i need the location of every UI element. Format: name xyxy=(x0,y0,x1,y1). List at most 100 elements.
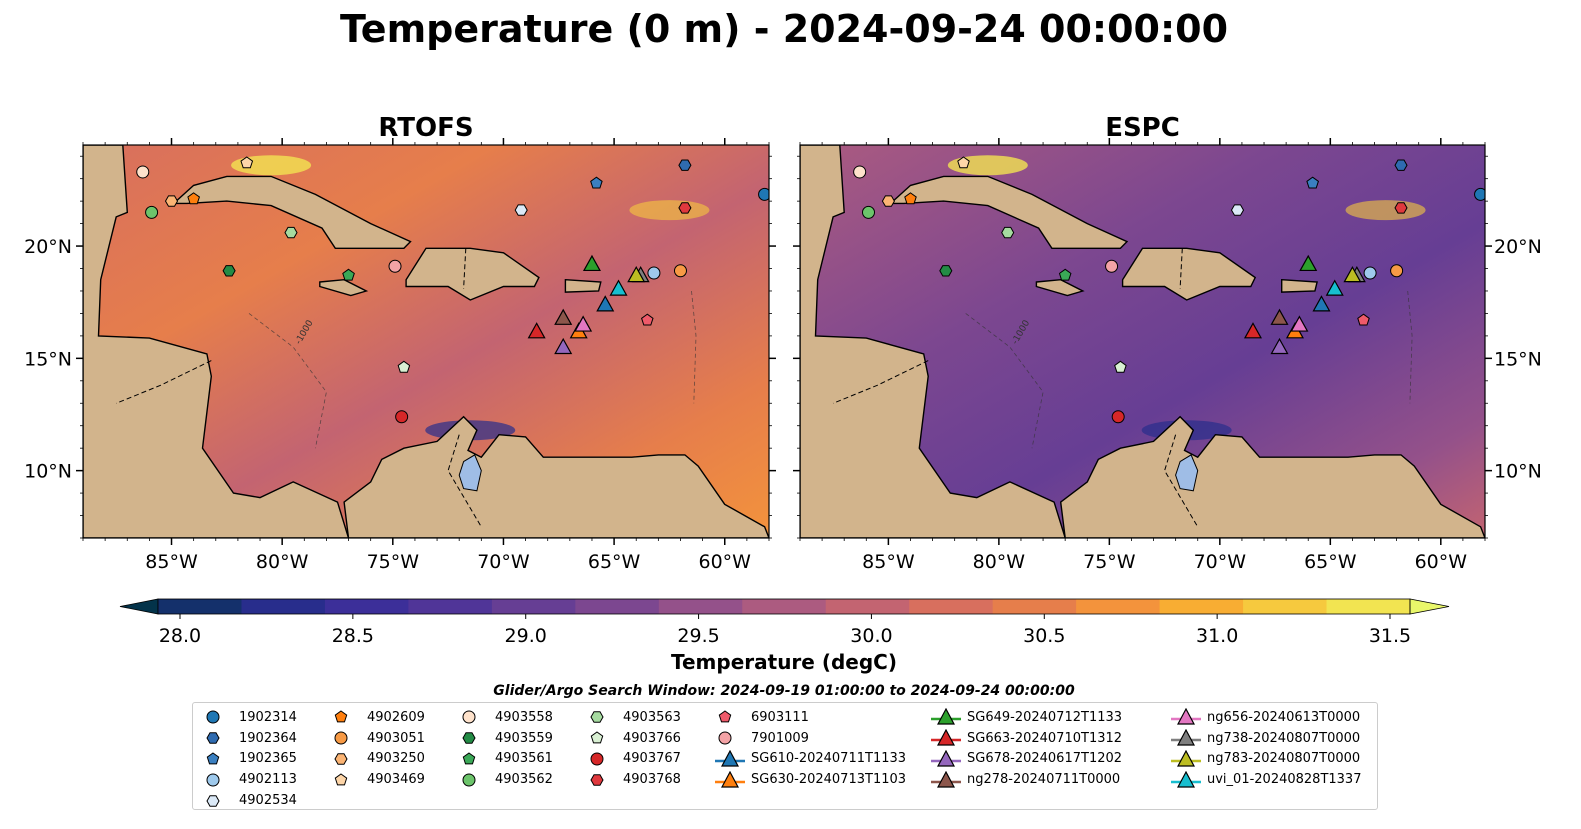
legend-marker xyxy=(715,770,745,789)
x-tick-label: 65°W xyxy=(588,551,641,573)
glider-SG649-20240712T1133 xyxy=(1299,254,1318,272)
warm-streak xyxy=(1345,200,1426,221)
legend-marker xyxy=(931,708,961,726)
colorbar-bin xyxy=(324,599,409,614)
legend-entry-4903563: 4903563 xyxy=(587,707,681,728)
argo-float-4903250 xyxy=(881,195,895,207)
glider-SG663-20240710T1312 xyxy=(1243,322,1263,339)
legend-entry-SG630-20240713T1103: SG630-20240713T1103 xyxy=(715,769,906,790)
legend-entry-4903561: 4903561 xyxy=(459,749,553,770)
legend-label: 4903563 xyxy=(623,709,681,725)
argo-float-6903111 xyxy=(1357,313,1370,326)
rtofs-panel: -1000 85°W 80°W 75°W 70°W 65°W 60°W RTOFS xyxy=(76,113,776,573)
legend-label: 4903768 xyxy=(623,772,681,788)
legend: 1902314 1902364 1902365 4902113 4902534 49026… xyxy=(192,702,1378,810)
colorbar-tick-label: 31.0 xyxy=(1196,625,1238,647)
legend-column: SG649-20240712T1133 SG663-20240710T1312 SG… xyxy=(931,707,1122,790)
legend-entry-SG663-20240710T1312: SG663-20240710T1312 xyxy=(931,728,1122,749)
axes-frame xyxy=(799,144,1486,539)
legend-marker xyxy=(587,729,617,747)
map-area: -1000 xyxy=(800,145,1485,538)
colorbar-bin xyxy=(1159,599,1244,614)
argo-float-7901009 xyxy=(1105,259,1119,273)
legend-label: 1902314 xyxy=(239,709,297,725)
colorbar-bin xyxy=(1243,599,1328,614)
argo-float-4903562 xyxy=(145,205,159,219)
argo-float-4903768 xyxy=(1394,202,1408,214)
colorbar-tick-label: 28.5 xyxy=(332,625,374,647)
search-window-text: Glider/Argo Search Window: 2024-09-19 01… xyxy=(493,683,1075,699)
legend-entry-4903767: 4903767 xyxy=(587,749,681,770)
x-tick-label: 80°W xyxy=(256,551,309,573)
colorbar-extend-low xyxy=(119,598,159,615)
lake-maracaibo xyxy=(1175,454,1199,492)
legend-label: ng278-20240711T0000 xyxy=(967,772,1121,788)
figure-title: Temperature (0 m) - 2024-09-24 00:00:00 xyxy=(340,7,1228,51)
glider-SG649-20240712T1133 xyxy=(582,254,601,272)
colorbar-bin xyxy=(825,599,910,614)
argo-float-4903561 xyxy=(1058,268,1072,281)
legend-entry-4902609: 4902609 xyxy=(331,707,425,728)
argo-float-4902534 xyxy=(1230,204,1245,216)
x-tick-label: 60°W xyxy=(699,551,752,573)
legend-marker xyxy=(1171,770,1201,789)
legend-label: 1902365 xyxy=(239,751,297,767)
colorbar-label: Temperature (degC) xyxy=(671,650,897,674)
legend-column: ng656-20240613T0000 ng738-20240807T0000 ng… xyxy=(1171,707,1361,790)
legend-label: 4903561 xyxy=(495,751,553,767)
legend-label: 4903558 xyxy=(495,709,553,725)
colorbar-bin xyxy=(491,599,576,614)
country-border xyxy=(447,434,482,528)
legend-marker xyxy=(331,750,361,768)
argo-float-4902534 xyxy=(514,204,528,216)
legend-entry-4903469: 4903469 xyxy=(331,769,425,790)
legend-entry-4903559: 4903559 xyxy=(459,728,553,749)
colorbar-bin xyxy=(158,599,242,614)
colorbar-tick-label: 29.0 xyxy=(505,625,547,647)
y-tick-label-left: 20°N xyxy=(24,236,72,258)
legend-column: 4902609 4903051 4903250 4903469 xyxy=(331,707,425,790)
legend-column: 1902314 1902364 1902365 4902113 4902534 xyxy=(203,707,297,811)
legend-marker xyxy=(587,750,617,768)
country-border xyxy=(116,360,212,404)
isobath xyxy=(248,313,327,449)
colorbar-bin xyxy=(658,599,743,614)
legend-label: ng656-20240613T0000 xyxy=(1207,709,1361,725)
legend-marker xyxy=(203,729,233,747)
legend-column: 6903111 7901009 SG610-20240711T1133 SG630-2… xyxy=(715,707,906,790)
glider-ng656-20240613T0000 xyxy=(574,315,593,332)
argo-float-4902113 xyxy=(647,266,661,280)
legend-marker xyxy=(459,771,489,789)
argo-float-4902609 xyxy=(904,192,917,205)
glider-uvi_01-20240828T1337 xyxy=(1325,279,1344,296)
land-polygon xyxy=(888,175,1129,250)
legend-entry-4903558: 4903558 xyxy=(459,707,553,728)
legend-marker xyxy=(331,729,361,747)
x-tick-label: 75°W xyxy=(1083,551,1136,573)
legend-entry-4903051: 4903051 xyxy=(331,728,425,749)
colorbar-bin xyxy=(408,599,493,614)
argo-float-7901009 xyxy=(388,259,402,273)
colorbar: 28.0 28.5 29.0 29.5 30.0 30.5 31.0 31.5 xyxy=(119,598,1450,647)
y-tick-label-right: 15°N xyxy=(1494,348,1542,370)
colorbar-bin xyxy=(1076,599,1161,614)
glider-SG610-20240711T1133 xyxy=(1312,295,1331,312)
y-tick-label-left: 15°N xyxy=(24,348,72,370)
legend-entry-SG678-20240617T1202: SG678-20240617T1202 xyxy=(931,749,1122,770)
colorbar-bin xyxy=(241,599,326,614)
argo-float-4903558 xyxy=(136,165,150,179)
colorbar-tick-label: 29.5 xyxy=(677,625,719,647)
y-tick-label-right: 20°N xyxy=(1494,236,1542,258)
argo-float-4903563 xyxy=(1001,226,1015,239)
panel-title: ESPC xyxy=(1105,113,1180,143)
legend-label: 4903767 xyxy=(623,751,681,767)
legend-label: SG678-20240617T1202 xyxy=(967,751,1123,767)
legend-entry-ng278-20240711T0000: ng278-20240711T0000 xyxy=(931,769,1122,790)
legend-marker xyxy=(331,708,361,726)
glider-uvi_01-20240828T1337 xyxy=(609,279,628,296)
legend-column: 4903558 4903559 4903561 4903562 xyxy=(459,707,553,790)
glider-SG678-20240617T1202 xyxy=(1270,337,1289,355)
legend-label: 6903111 xyxy=(751,709,809,725)
colorbar-tick-label: 30.5 xyxy=(1023,625,1065,647)
